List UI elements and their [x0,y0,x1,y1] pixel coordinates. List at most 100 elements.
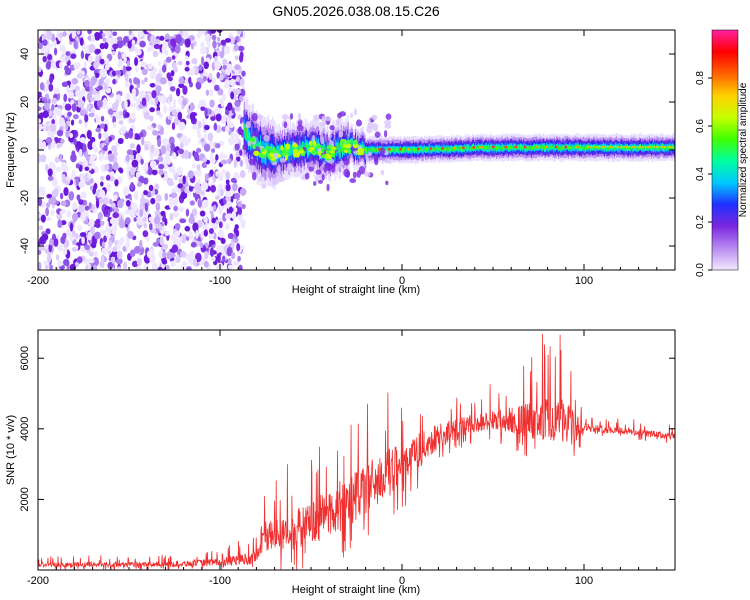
peak-mark [480,146,483,149]
signal-scatter [355,119,363,127]
noise-blob [143,264,148,270]
noise-blob [165,264,170,270]
noise-blob [103,209,109,216]
signal-cell [616,146,618,148]
signal-cell [574,146,576,148]
peak-mark [491,145,495,149]
noise-blob [104,155,109,161]
noise-blob [88,155,95,165]
noise-blob [100,68,107,78]
noise-blob [170,69,175,77]
noise-blob [203,260,209,268]
noise-blob [209,99,215,108]
signal-patch [329,150,336,154]
noise-blob [220,159,228,165]
noise-blob [184,225,191,232]
peak-mark [417,147,420,151]
noise-blob [79,37,84,46]
noise-blob [56,143,61,149]
noise-blob [106,232,111,239]
signal-scatter [343,158,350,166]
signal-cell [579,146,582,149]
noise-blob [126,149,134,156]
noise-blob [97,85,103,91]
noise-blob [76,194,81,201]
noise-blobs [38,30,247,270]
peak-mark [647,146,650,148]
noise-blob [38,197,43,207]
noise-blob [210,116,216,121]
noise-blob [178,148,184,155]
noise-blob [71,30,76,39]
noise-blob [144,143,149,151]
noise-blob [156,237,160,245]
signal-scatter [242,144,248,151]
noise-blob [234,224,239,230]
signal-cell [255,138,258,149]
noise-blob [60,200,67,207]
signal-scatter [373,154,379,162]
signal-cell [248,132,250,146]
noise-blob [93,264,98,270]
signal-cell [630,147,632,149]
x-tick-label: -200 [27,275,49,287]
noise-blob [64,67,72,76]
noise-blob [236,242,241,252]
noise-blob [49,237,53,246]
signal-cell [306,145,309,154]
peak-mark [653,146,655,148]
signal-cell [617,147,619,149]
signal-cell [573,146,575,149]
noise-blob [102,197,109,205]
signal-cell [489,146,491,151]
signal-cell [428,148,430,150]
signal-patch [318,150,322,157]
noise-blob [84,114,89,123]
noise-blob [71,77,79,85]
noise-blob [47,53,53,61]
signal-patch [280,145,284,151]
noise-blob [203,216,208,223]
noise-blob [113,206,119,214]
noise-blob [56,129,64,137]
signal-cell [507,146,510,150]
noise-blob [126,60,131,67]
noise-blob [173,205,179,212]
noise-blob [230,240,235,249]
noise-blob [78,148,83,158]
noise-blob [99,229,107,236]
x-tick-label: 100 [575,275,593,287]
noise-blob [78,180,86,189]
noise-blob [235,75,240,83]
noise-blob [167,181,175,187]
noise-blob [177,206,185,213]
signal-cell [569,145,571,149]
noise-blob [101,241,106,248]
signal-cell [412,147,415,152]
noise-blob [140,61,147,68]
noise-blob [79,100,85,107]
noise-blob [98,132,102,140]
noise-blob [196,167,202,178]
noise-blob [208,227,214,234]
signal-cell [635,147,638,150]
noise-blob [105,224,111,234]
signal-cell [462,148,464,151]
x-tick-label: -200 [27,575,49,587]
noise-blob [136,257,142,267]
noise-blob [138,239,143,250]
noise-blob [220,114,227,125]
noise-blob [89,226,95,235]
noise-blob [174,45,181,54]
noise-blob [56,166,62,173]
noise-blob [182,98,187,107]
signal-cell [281,147,284,155]
noise-blob [139,132,144,138]
signal-cell [666,146,668,150]
signal-cell [464,148,466,149]
signal-cell [500,147,502,149]
signal-cell [423,147,426,150]
noise-blob [158,224,163,232]
noise-blob [205,89,210,96]
noise-blob [237,255,241,262]
